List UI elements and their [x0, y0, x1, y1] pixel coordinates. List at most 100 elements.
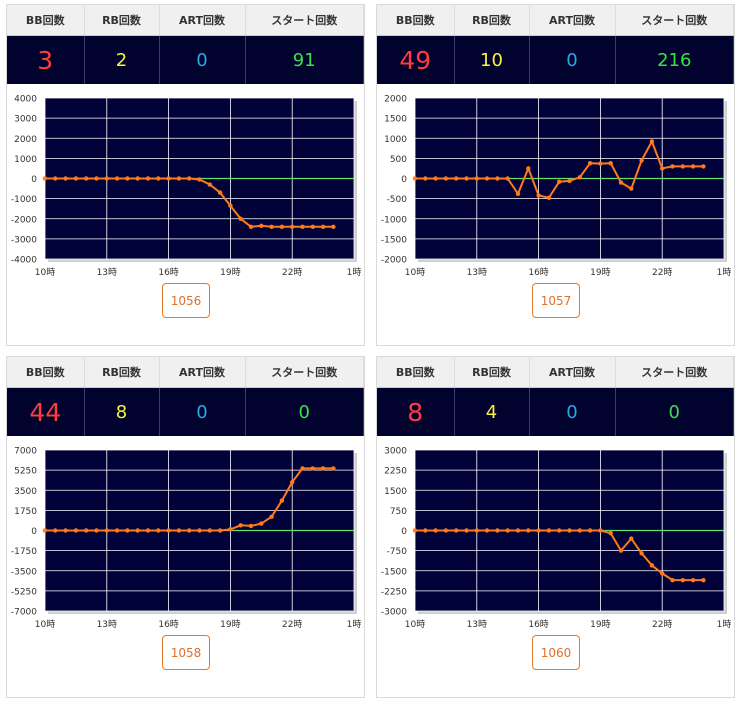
- x-tick-label: 22時: [652, 267, 672, 278]
- data-point: [310, 466, 315, 471]
- rb-count: 10: [454, 35, 530, 84]
- y-tick-label: 3000: [384, 447, 407, 457]
- machine-number-button[interactable]: 1058: [162, 635, 210, 670]
- data-point: [63, 528, 68, 533]
- data-point: [94, 528, 99, 533]
- start-count: 91: [245, 35, 364, 84]
- data-point: [670, 164, 675, 169]
- data-point: [495, 528, 500, 533]
- data-point: [608, 530, 613, 536]
- data-point: [515, 528, 521, 533]
- data-point: [217, 190, 223, 195]
- data-point: [84, 176, 89, 181]
- stats-table: BB回数 RB回数 ART回数 スタート回数 44 8 0 0: [7, 357, 364, 436]
- x-tick-label: 1時: [717, 619, 732, 630]
- data-point: [125, 176, 130, 181]
- y-tick-label: 1000: [14, 155, 37, 165]
- data-point: [690, 164, 696, 169]
- balance-chart: 7000 5250 3500 1750 0 -1750 -3500 -5250 -700010時…: [11, 447, 362, 631]
- data-point: [505, 176, 510, 181]
- data-point: [187, 528, 192, 533]
- data-point: [145, 176, 151, 181]
- machine-number-button[interactable]: 1056: [162, 283, 210, 318]
- data-point: [577, 175, 582, 180]
- y-tick-label: 3500: [14, 487, 37, 497]
- bb-count: 3: [7, 35, 85, 84]
- data-point: [567, 528, 572, 533]
- data-point: [228, 203, 233, 208]
- data-point: [42, 528, 48, 533]
- data-point: [156, 528, 161, 533]
- data-point: [587, 161, 593, 166]
- data-point: [310, 224, 315, 229]
- data-point: [279, 498, 285, 503]
- x-tick-label: 13時: [97, 619, 117, 630]
- data-point: [114, 176, 120, 181]
- data-point: [649, 139, 655, 144]
- y-tick-label: -2000: [381, 256, 407, 266]
- data-point: [331, 466, 336, 471]
- data-point: [587, 528, 593, 533]
- y-tick-label: -5250: [11, 587, 37, 597]
- y-tick-label: 3000: [14, 115, 37, 125]
- start-header: スタート回数: [615, 5, 734, 36]
- y-tick-label: -1500: [381, 567, 407, 577]
- bb-header: BB回数: [7, 357, 85, 388]
- x-tick-label: 19時: [590, 267, 610, 278]
- machine-number-button[interactable]: 1060: [532, 635, 580, 670]
- machine-panel: BB回数 RB回数 ART回数 スタート回数 3 2 0 91 4000 3000 2000 1000…: [6, 4, 365, 346]
- machine-panel: BB回数 RB回数 ART回数 スタート回数 49 10 0 216 2000 1500 1000 5…: [376, 4, 735, 346]
- stats-table: BB回数 RB回数 ART回数 スタート回数 8 4 0 0: [377, 357, 734, 436]
- data-point: [690, 577, 696, 583]
- y-tick-label: 1750: [14, 507, 37, 517]
- data-point: [300, 224, 305, 229]
- start-count: 216: [615, 35, 734, 84]
- data-point: [557, 528, 562, 533]
- data-point: [484, 176, 490, 181]
- x-tick-label: 16時: [528, 267, 548, 278]
- rb-count: 2: [84, 35, 160, 84]
- data-point: [166, 528, 171, 533]
- data-point: [238, 216, 243, 221]
- x-tick-label: 10時: [405, 267, 425, 278]
- art-count: 0: [159, 387, 246, 436]
- x-tick-label: 10時: [405, 619, 425, 630]
- rb-count: 8: [84, 387, 160, 436]
- rb-count: 4: [454, 387, 530, 436]
- data-point: [660, 571, 665, 576]
- data-point: [680, 164, 685, 169]
- art-count: 0: [159, 35, 246, 84]
- data-point: [423, 176, 428, 181]
- data-point: [577, 528, 582, 533]
- rb-header: RB回数: [84, 357, 160, 388]
- data-point: [238, 523, 243, 528]
- y-tick-label: 1500: [384, 487, 407, 497]
- data-point: [145, 528, 151, 533]
- rb-header: RB回数: [454, 357, 530, 388]
- data-point: [73, 528, 79, 533]
- data-point: [474, 176, 479, 181]
- data-point: [197, 177, 202, 182]
- data-point: [259, 223, 264, 228]
- x-tick-label: 22時: [282, 267, 302, 278]
- y-tick-label: 2000: [14, 135, 37, 145]
- machine-number-button[interactable]: 1057: [532, 283, 580, 318]
- x-tick-label: 22時: [652, 619, 672, 630]
- x-tick-label: 22時: [282, 619, 302, 630]
- data-point: [443, 176, 449, 181]
- art-header: ART回数: [529, 357, 616, 388]
- start-header: スタート回数: [245, 5, 364, 36]
- x-tick-label: 13時: [97, 267, 117, 278]
- y-tick-label: -3500: [11, 567, 37, 577]
- y-tick-label: 1000: [384, 135, 407, 145]
- data-point: [639, 158, 644, 163]
- data-point: [536, 528, 541, 533]
- data-point: [598, 161, 603, 166]
- data-point: [104, 176, 110, 181]
- x-tick-label: 1時: [347, 267, 362, 278]
- data-point: [412, 176, 418, 181]
- y-tick-label: 2000: [384, 95, 407, 105]
- y-tick-label: -2000: [11, 215, 37, 225]
